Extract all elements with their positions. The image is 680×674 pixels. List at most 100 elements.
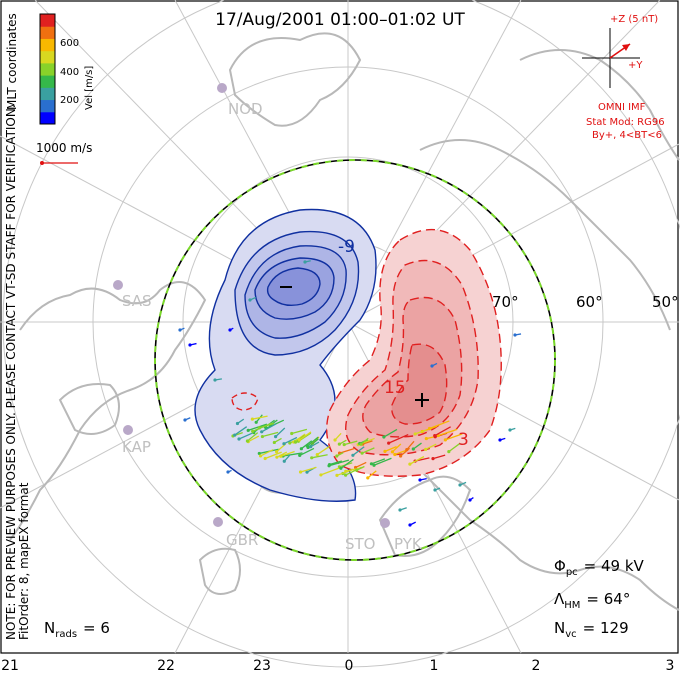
velocity-vector-origin	[390, 450, 395, 454]
positive-small-contour	[231, 392, 259, 411]
velocity-vector-origin	[263, 456, 267, 461]
colorbar-swatch	[40, 75, 55, 88]
colorbar-swatch	[40, 50, 55, 64]
velocity-vector-origin	[254, 420, 258, 424]
velocity-vector	[373, 457, 392, 466]
velocity-vector-origin	[372, 463, 376, 467]
velocity-vector-origin	[279, 454, 283, 458]
velocity-vector	[391, 443, 402, 453]
velocity-vector	[320, 467, 340, 476]
colorbar-tick-400: 400	[60, 67, 79, 78]
colorbar-swatch	[40, 38, 55, 52]
imf-model: Stat Mod: RG96	[586, 117, 665, 128]
fit-order-note: FitOrder: 8, mapEX format	[17, 482, 31, 640]
velocity-vector-origin	[413, 432, 417, 436]
station-marker-kap	[123, 425, 133, 435]
velocity-vector	[299, 447, 315, 456]
velocity-vector	[280, 450, 295, 457]
velocity-vector	[261, 423, 277, 433]
velocity-vector-origin	[360, 451, 364, 455]
velocity-vector-origin	[344, 469, 348, 473]
velocity-vector	[429, 420, 450, 430]
velocity-vector-origin	[272, 440, 276, 445]
velocity-vector-origin	[250, 417, 255, 421]
velocity-vector-origin	[258, 454, 263, 458]
station-label-kap: KAP	[122, 438, 151, 456]
velocity-vector-origin	[274, 435, 278, 439]
velocity-vector-origin	[228, 328, 232, 332]
velocity-vector-origin	[337, 442, 341, 446]
velocity-vector-origin	[408, 523, 412, 527]
coast-hudson	[58, 383, 120, 435]
velocity-vector-origin	[303, 260, 307, 264]
colorbar-swatch	[40, 26, 55, 39]
phi-symbol: Φ	[554, 557, 566, 575]
velocity-vector	[445, 433, 463, 441]
station-label-pyk: PYK	[394, 535, 423, 553]
velocity-vector-origin	[188, 343, 192, 347]
velocity-vector-origin	[359, 442, 363, 446]
imf-y-label: +Y	[628, 60, 643, 71]
velocity-vector-origin	[447, 450, 451, 454]
velocity-vector	[383, 428, 398, 438]
nvc-subscript: vc	[565, 629, 576, 640]
phi-value: = 49 kV	[584, 557, 645, 575]
nrads-symbol: N	[44, 619, 55, 637]
contour-label-neg: -9	[338, 237, 355, 257]
mlt-tick-0: 0	[345, 658, 354, 674]
colorbar-swatches	[40, 14, 55, 125]
velocity-vector-origin	[327, 462, 332, 467]
velocity-vector	[367, 470, 377, 479]
colorbar-swatch	[40, 62, 55, 76]
velocity-vector	[400, 447, 411, 457]
velocity-vector	[247, 435, 260, 443]
coast-greenland	[228, 32, 362, 127]
velocity-vector-origin	[257, 451, 261, 456]
velocity-vector-origin	[387, 441, 391, 445]
velocity-vector-origin	[382, 435, 386, 439]
imf-z-label: +Z (5 nT)	[610, 14, 658, 25]
velocity-vector-origin	[513, 333, 517, 337]
velocity-vector-origin	[233, 433, 237, 437]
station-label-sas: SAS	[122, 292, 152, 310]
coast-siberia	[419, 139, 671, 331]
mlt-tick-21: 21	[1, 658, 19, 674]
negative-contour	[266, 267, 321, 307]
velocity-vector-origin	[508, 428, 512, 432]
velocity-vector-origin	[353, 465, 358, 470]
map-title: 17/Aug/2001 01:00–01:02 UT	[215, 10, 465, 30]
colorbar-label: Vel [m/s]	[84, 66, 95, 110]
velocity-vector-origin	[305, 470, 309, 474]
velocity-vector-origin	[293, 440, 298, 444]
velocity-vector-origin	[260, 430, 264, 434]
velocity-vector-origin	[433, 488, 437, 492]
velocity-vector	[275, 427, 286, 438]
nrads-subscript: rads	[55, 629, 77, 640]
station-label-sto: STO	[345, 535, 376, 553]
station-marker-nod	[217, 83, 227, 93]
velocity-vector-origin	[443, 438, 447, 442]
velocity-vector-origin	[235, 421, 240, 426]
velocity-vector	[448, 442, 461, 453]
velocity-vector	[414, 429, 427, 435]
station-label-gbr: GBR	[226, 531, 258, 549]
nvc-value: = 129	[583, 619, 629, 637]
velocity-vector	[328, 459, 350, 467]
coast-scandinavia	[378, 475, 472, 557]
radar-count: Nrads = 6	[44, 619, 110, 640]
hmb-boundary-dash	[154, 159, 556, 561]
velocity-vector-origin	[427, 426, 432, 431]
velocity-vectors	[178, 260, 522, 527]
lat-label-50: 50°	[652, 293, 679, 311]
velocity-vector	[234, 426, 248, 436]
velocity-vector	[276, 451, 288, 458]
velocity-vector	[339, 447, 355, 454]
contour-label-pos1: 15	[384, 378, 406, 398]
colorbar-swatch	[40, 14, 55, 27]
velocity-vector	[438, 428, 458, 437]
velocity-vector-origin	[398, 508, 402, 512]
hmb-latitude: ΛHM = 64°	[554, 590, 630, 611]
velocity-vector-origin	[458, 483, 462, 487]
velocity-vector-origin	[310, 456, 314, 460]
meridian	[347, 0, 522, 323]
